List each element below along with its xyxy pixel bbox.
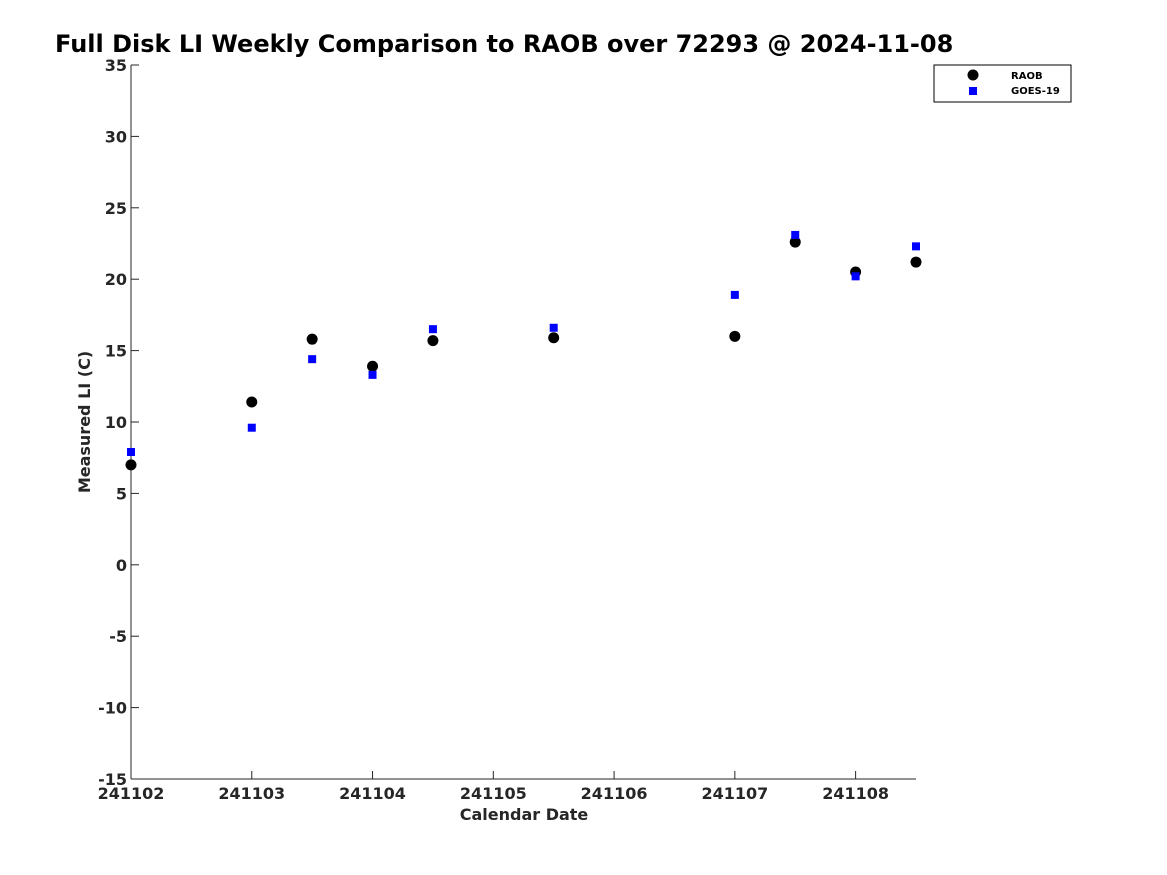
x-tick-label: 241106 bbox=[581, 784, 648, 803]
legend-goes-label: GOES-19 bbox=[1011, 86, 1060, 97]
y-tick-label: 20 bbox=[105, 270, 127, 289]
legend-box bbox=[933, 64, 1072, 103]
y-ticks: -15 -10 -5 0 5 10 15 20 25 30 35 bbox=[98, 56, 139, 789]
chart-title: Full Disk LI Weekly Comparison to RAOB o… bbox=[55, 30, 953, 58]
goes-19-point bbox=[851, 272, 860, 281]
y-tick-label: 15 bbox=[105, 342, 127, 361]
raob-point bbox=[729, 330, 741, 342]
y-tick-label: 10 bbox=[105, 413, 127, 432]
goes-19-point bbox=[247, 423, 256, 432]
raob-point bbox=[367, 360, 379, 372]
goes-19-point bbox=[308, 355, 317, 364]
x-tick-label: 241103 bbox=[218, 784, 285, 803]
x-tick-label: 241107 bbox=[701, 784, 768, 803]
raob-point bbox=[246, 396, 258, 408]
x-tick-label: 241105 bbox=[460, 784, 527, 803]
raob-point bbox=[789, 236, 801, 248]
legend-goes-marker bbox=[969, 87, 977, 95]
y-tick-label: -10 bbox=[98, 699, 127, 718]
data-points bbox=[125, 230, 922, 471]
raob-point bbox=[427, 335, 439, 347]
goes-19-point bbox=[368, 370, 377, 379]
y-tick-label: 30 bbox=[105, 127, 127, 146]
goes-19-point bbox=[127, 447, 135, 456]
x-tick-label: 241108 bbox=[822, 784, 889, 803]
legend-raob-marker bbox=[967, 69, 979, 81]
x-tick-label: 241102 bbox=[98, 784, 165, 803]
goes-19-point bbox=[730, 290, 739, 299]
raob-point bbox=[910, 256, 922, 268]
y-tick-label: -15 bbox=[98, 770, 127, 789]
y-tick-label: -5 bbox=[109, 627, 127, 646]
plot-axes bbox=[130, 65, 916, 780]
legend: RAOB GOES-19 bbox=[933, 64, 1072, 103]
raob-point bbox=[548, 332, 560, 344]
y-tick-label: 0 bbox=[116, 556, 127, 575]
y-tick-label: 5 bbox=[116, 484, 127, 503]
goes-19-point bbox=[791, 230, 800, 239]
goes-19-point bbox=[428, 325, 437, 334]
goes-19-point bbox=[912, 242, 920, 251]
raob-point bbox=[125, 459, 137, 471]
x-ticks: 241102 241103 241104 241105 241106 241107 2411… bbox=[98, 771, 889, 803]
raob-point bbox=[306, 333, 318, 345]
x-axis-label: Calendar Date bbox=[460, 805, 589, 824]
y-tick-label: 25 bbox=[105, 199, 127, 218]
x-tick-label: 241104 bbox=[339, 784, 406, 803]
goes-19-point bbox=[549, 323, 558, 332]
y-tick-label: 35 bbox=[105, 56, 127, 75]
y-axis-label: Measured LI (C) bbox=[75, 351, 94, 493]
legend-raob-label: RAOB bbox=[1011, 71, 1043, 82]
